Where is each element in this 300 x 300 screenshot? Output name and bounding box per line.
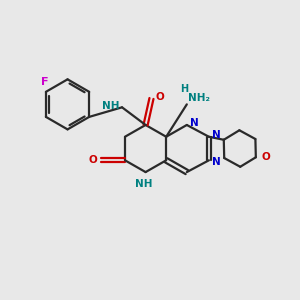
Text: N: N <box>190 118 199 128</box>
Text: NH₂: NH₂ <box>188 93 210 103</box>
Text: O: O <box>261 152 270 162</box>
Text: NH: NH <box>102 101 119 111</box>
Text: F: F <box>41 76 48 86</box>
Text: H: H <box>180 84 188 94</box>
Text: N: N <box>212 157 221 167</box>
Text: N: N <box>212 130 221 140</box>
Text: NH: NH <box>135 178 153 189</box>
Text: O: O <box>88 155 97 165</box>
Text: O: O <box>156 92 165 102</box>
